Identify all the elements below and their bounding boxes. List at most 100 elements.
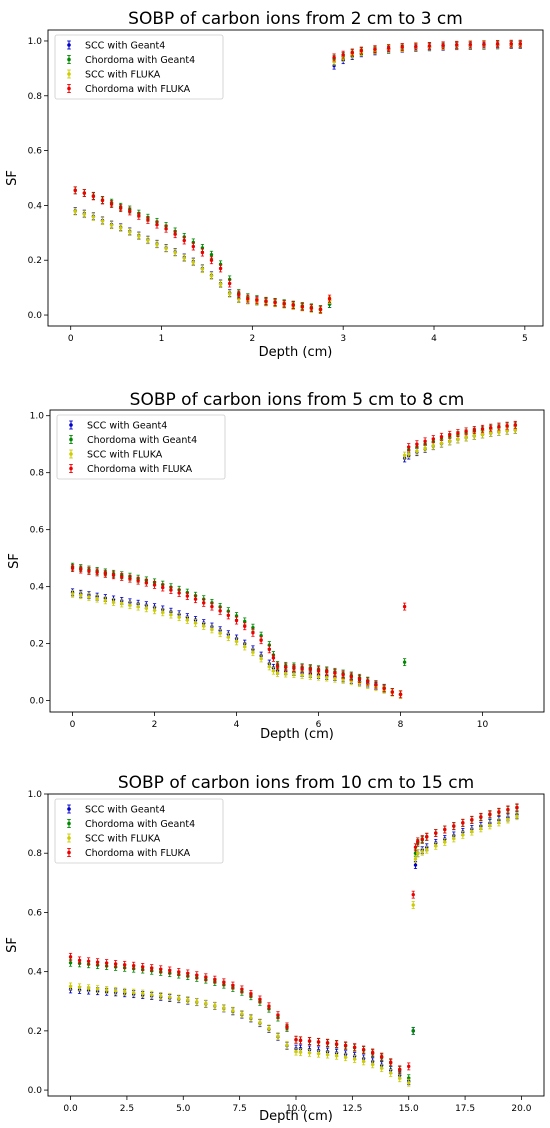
data-point bbox=[423, 437, 427, 446]
data-point bbox=[284, 663, 288, 672]
data-point bbox=[267, 645, 272, 654]
data-point bbox=[103, 596, 108, 605]
data-point bbox=[237, 290, 241, 299]
data-point bbox=[325, 1038, 330, 1047]
x-tick-label: 8 bbox=[398, 720, 404, 730]
data-point bbox=[79, 565, 83, 574]
data-point bbox=[307, 1037, 312, 1045]
data-point bbox=[414, 42, 418, 51]
data-point bbox=[489, 423, 493, 432]
legend-entry: Chordoma with FLUKA bbox=[69, 464, 193, 475]
data-point bbox=[411, 901, 415, 909]
plot-frame bbox=[47, 29, 544, 327]
data-point bbox=[70, 564, 75, 573]
data-point bbox=[103, 569, 108, 578]
data-point bbox=[177, 968, 181, 976]
x-tick-label: 5.0 bbox=[176, 1104, 191, 1114]
data-point bbox=[341, 50, 345, 59]
data-point bbox=[300, 302, 305, 311]
y-tick-label: 0.6 bbox=[28, 908, 43, 918]
data-point bbox=[234, 616, 239, 625]
plot-frame bbox=[49, 409, 545, 713]
x-axis-label: Depth (cm) bbox=[259, 1109, 333, 1124]
data-point bbox=[455, 40, 459, 49]
data-point bbox=[349, 672, 354, 681]
data-point bbox=[161, 583, 165, 592]
data-point bbox=[267, 1002, 271, 1011]
y-tick-label: 0.4 bbox=[28, 968, 43, 978]
data-point bbox=[82, 189, 87, 197]
data-point bbox=[195, 971, 199, 980]
data-point bbox=[86, 984, 91, 993]
data-point bbox=[327, 294, 332, 303]
data-point bbox=[425, 845, 429, 854]
data-point bbox=[95, 958, 100, 967]
data-point bbox=[461, 818, 465, 827]
data-point bbox=[388, 1058, 393, 1067]
data-point bbox=[513, 420, 518, 429]
data-point bbox=[70, 589, 75, 598]
data-point bbox=[361, 1045, 366, 1054]
data-point bbox=[470, 815, 474, 824]
data-point bbox=[122, 987, 127, 996]
data-point bbox=[398, 1065, 402, 1074]
data-point bbox=[439, 432, 444, 441]
x-tick-label: 10.0 bbox=[286, 1104, 306, 1114]
legend-entry: Chordoma with FLUKA bbox=[67, 84, 191, 95]
data-point bbox=[488, 821, 492, 830]
data-point bbox=[191, 258, 196, 267]
data-point bbox=[497, 422, 501, 431]
data-point bbox=[308, 665, 313, 674]
data-point bbox=[258, 995, 262, 1004]
data-point bbox=[370, 1048, 375, 1057]
data-point bbox=[468, 40, 473, 49]
data-point bbox=[202, 622, 206, 630]
data-point bbox=[210, 602, 214, 611]
data-point bbox=[91, 213, 96, 221]
data-point bbox=[316, 672, 321, 681]
data-point bbox=[202, 598, 206, 607]
data-point bbox=[209, 256, 214, 265]
data-point bbox=[402, 658, 407, 667]
data-point bbox=[352, 1043, 357, 1052]
data-point bbox=[182, 254, 186, 262]
data-point bbox=[333, 669, 337, 677]
data-point bbox=[113, 986, 118, 995]
data-point bbox=[227, 289, 232, 298]
data-point bbox=[73, 207, 77, 216]
x-tick-label: 7.5 bbox=[232, 1104, 246, 1114]
data-point bbox=[113, 960, 118, 968]
data-point bbox=[402, 602, 407, 611]
data-point bbox=[131, 961, 136, 970]
data-point bbox=[273, 298, 277, 307]
data-point bbox=[249, 1013, 253, 1022]
data-point bbox=[144, 578, 149, 587]
data-point bbox=[218, 280, 223, 288]
data-point bbox=[425, 832, 429, 841]
data-point bbox=[173, 230, 177, 239]
y-tick-label: 0.0 bbox=[28, 311, 43, 321]
data-point bbox=[316, 1049, 321, 1058]
data-point bbox=[77, 983, 82, 992]
data-point bbox=[164, 224, 168, 233]
chart-title: SOBP of carbon ions from 5 cm to 8 cm bbox=[130, 390, 465, 410]
data-point bbox=[73, 186, 77, 195]
data-point bbox=[240, 1010, 244, 1018]
data-point bbox=[411, 890, 415, 899]
data-point bbox=[240, 985, 244, 994]
data-point bbox=[169, 610, 173, 619]
data-point bbox=[255, 296, 259, 304]
data-point bbox=[185, 592, 190, 600]
data-point bbox=[243, 622, 247, 631]
data-point bbox=[276, 1011, 280, 1020]
x-tick-label: 12.5 bbox=[342, 1104, 362, 1114]
y-tick-label: 0.8 bbox=[28, 92, 43, 102]
legend-label: SCC with FLUKA bbox=[85, 834, 161, 845]
data-point bbox=[155, 220, 159, 229]
legend-label: SCC with Geant4 bbox=[85, 805, 165, 816]
data-point bbox=[87, 592, 91, 601]
data-point bbox=[464, 427, 468, 436]
data-point bbox=[316, 1037, 321, 1046]
data-point bbox=[234, 637, 239, 646]
x-tick-label: 17.5 bbox=[455, 1104, 475, 1114]
